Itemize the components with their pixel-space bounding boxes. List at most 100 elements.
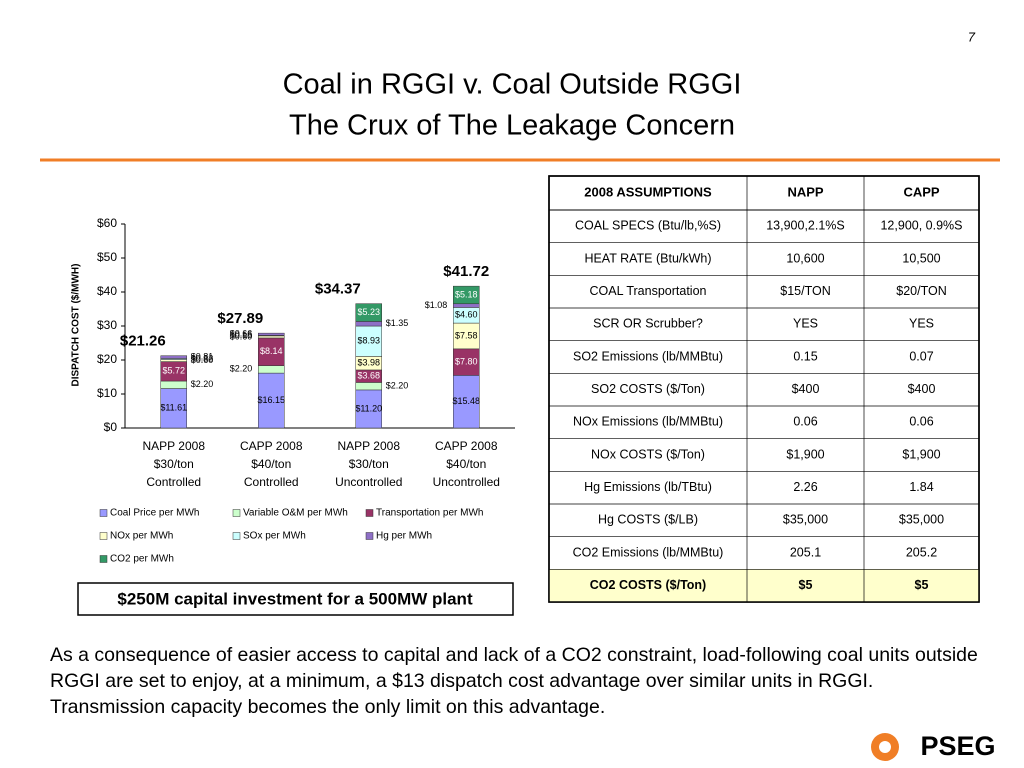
table-cell: SCR OR Scrubber?	[593, 317, 703, 331]
legend-swatch	[99, 555, 108, 563]
legend-label: Coal Price per MWh	[110, 508, 199, 519]
table-cell: NOx Emissions (lb/MMBtu)	[573, 415, 723, 429]
callout-box	[77, 582, 514, 616]
x-tick-label: Controlled	[146, 475, 201, 489]
value-label: $15.48	[452, 396, 480, 406]
table-border	[548, 175, 980, 603]
legend-swatch	[232, 532, 241, 540]
value-label: $8.93	[357, 336, 380, 346]
table-cell: 0.15	[793, 349, 817, 363]
table-cell: $400	[792, 382, 820, 396]
value-label: $1.35	[386, 318, 409, 328]
y-tick-label: $60	[97, 216, 117, 230]
table-cell: $1,900	[786, 447, 824, 461]
value-label: $4.60	[455, 310, 478, 320]
bar-segment	[258, 365, 285, 374]
value-label: $0.60	[191, 355, 214, 365]
total-label: $34.37	[315, 281, 361, 298]
total-label: $41.72	[443, 263, 489, 280]
bar-segment	[258, 372, 285, 429]
bar-segment	[258, 337, 285, 366]
value-label: $16.15	[257, 395, 285, 405]
value-label: $2.20	[230, 364, 253, 374]
legend-label: Variable O&M per MWh	[243, 508, 348, 519]
y-axis-label: DISPATCH COST ($/MWH)	[71, 264, 82, 387]
table-cell: 10,500	[902, 251, 940, 265]
y-tick-label: $40	[97, 284, 117, 298]
x-tick-label: CAPP 2008	[435, 439, 498, 453]
legend-label: CO2 per MWh	[110, 554, 174, 565]
x-tick-label: Controlled	[244, 475, 299, 489]
bar-segment	[160, 380, 187, 389]
table-cell: $5	[799, 578, 813, 592]
legend-label: SOx per MWh	[243, 531, 306, 542]
value-label: $11.61	[160, 403, 187, 413]
x-tick-label: Uncontrolled	[433, 475, 500, 489]
table-cell: $15/TON	[780, 284, 831, 298]
value-label: $0.66	[230, 329, 253, 339]
table-cell: $400	[908, 382, 936, 396]
body-text: As a consequence of easier access to cap…	[50, 644, 978, 718]
table-cell: 12,900, 0.9%S	[880, 219, 962, 233]
table-cell: 0.07	[909, 349, 933, 363]
legend-swatch	[232, 509, 241, 517]
value-label: $5.18	[455, 289, 478, 299]
bar-segment	[160, 359, 187, 362]
bar-segment	[160, 355, 187, 359]
table-row-highlight	[549, 569, 979, 602]
y-tick-label: $0	[104, 420, 118, 434]
x-tick-label: NAPP 2008	[143, 439, 206, 453]
table-cell: COAL Transportation	[590, 284, 707, 298]
y-tick-label: $30	[97, 318, 117, 332]
title: Coal in RGGI v. Coal Outside RGGI	[283, 69, 742, 101]
value-label: $1.08	[425, 300, 448, 310]
table-cell: COAL SPECS (Btu/lb,%S)	[575, 219, 721, 233]
bar-segment	[453, 348, 480, 376]
value-label: $5.72	[162, 366, 185, 376]
table-cell: 205.1	[790, 545, 821, 559]
table-frame	[548, 175, 980, 603]
bar-segment	[355, 303, 382, 322]
table-cell: 13,900,2.1%S	[766, 219, 845, 233]
table-cell: CO2 Emissions (lb/MMBtu)	[573, 545, 724, 559]
table-cell: $35,000	[783, 513, 828, 527]
x-tick-label: $40/ton	[446, 457, 486, 471]
table-header: NAPP	[787, 184, 823, 199]
value-label: $7.58	[455, 330, 478, 340]
y-tick-label: $20	[97, 352, 117, 366]
value-label: $0.15	[230, 330, 253, 340]
title: The Crux of The Leakage Concern	[289, 110, 735, 142]
value-label: $0.81	[191, 351, 214, 361]
logo: PSEG	[871, 731, 996, 761]
page-number: 7	[968, 29, 976, 44]
table-cell: NOx COSTS ($/Ton)	[591, 447, 705, 461]
table-cell: SO2 Emissions (lb/MMBtu)	[573, 349, 723, 363]
table-cell: 205.2	[906, 545, 937, 559]
x-tick-label: NAPP 2008	[338, 439, 401, 453]
value-label: $5.23	[357, 307, 380, 317]
table-cell: 10,600	[786, 251, 824, 265]
table-cell: $20/TON	[896, 284, 947, 298]
logo-text: PSEG	[920, 731, 995, 761]
table-cell: $35,000	[899, 513, 944, 527]
table-cell: 0.06	[793, 415, 817, 429]
value-label: $2.20	[191, 379, 214, 389]
value-label: $0.60	[230, 331, 253, 341]
x-tick-label: $30/ton	[349, 457, 389, 471]
x-tick-label: Uncontrolled	[335, 475, 402, 489]
table-header: CAPP	[903, 184, 939, 199]
table-cell: $5	[915, 578, 929, 592]
table-cell: HEAT RATE (Btu/kWh)	[584, 251, 711, 265]
table-cell: $1,900	[902, 447, 940, 461]
value-label: $7.80	[455, 356, 478, 366]
x-tick-label: $40/ton	[251, 457, 291, 471]
bar-segment	[453, 322, 480, 350]
bar-segment	[453, 303, 480, 308]
legend-swatch	[99, 532, 108, 540]
x-tick-label: CAPP 2008	[240, 439, 303, 453]
value-label: $11.20	[355, 403, 382, 413]
table-cell: 2.26	[793, 480, 817, 494]
legend-swatch	[365, 509, 374, 517]
legend-swatch	[99, 509, 108, 517]
